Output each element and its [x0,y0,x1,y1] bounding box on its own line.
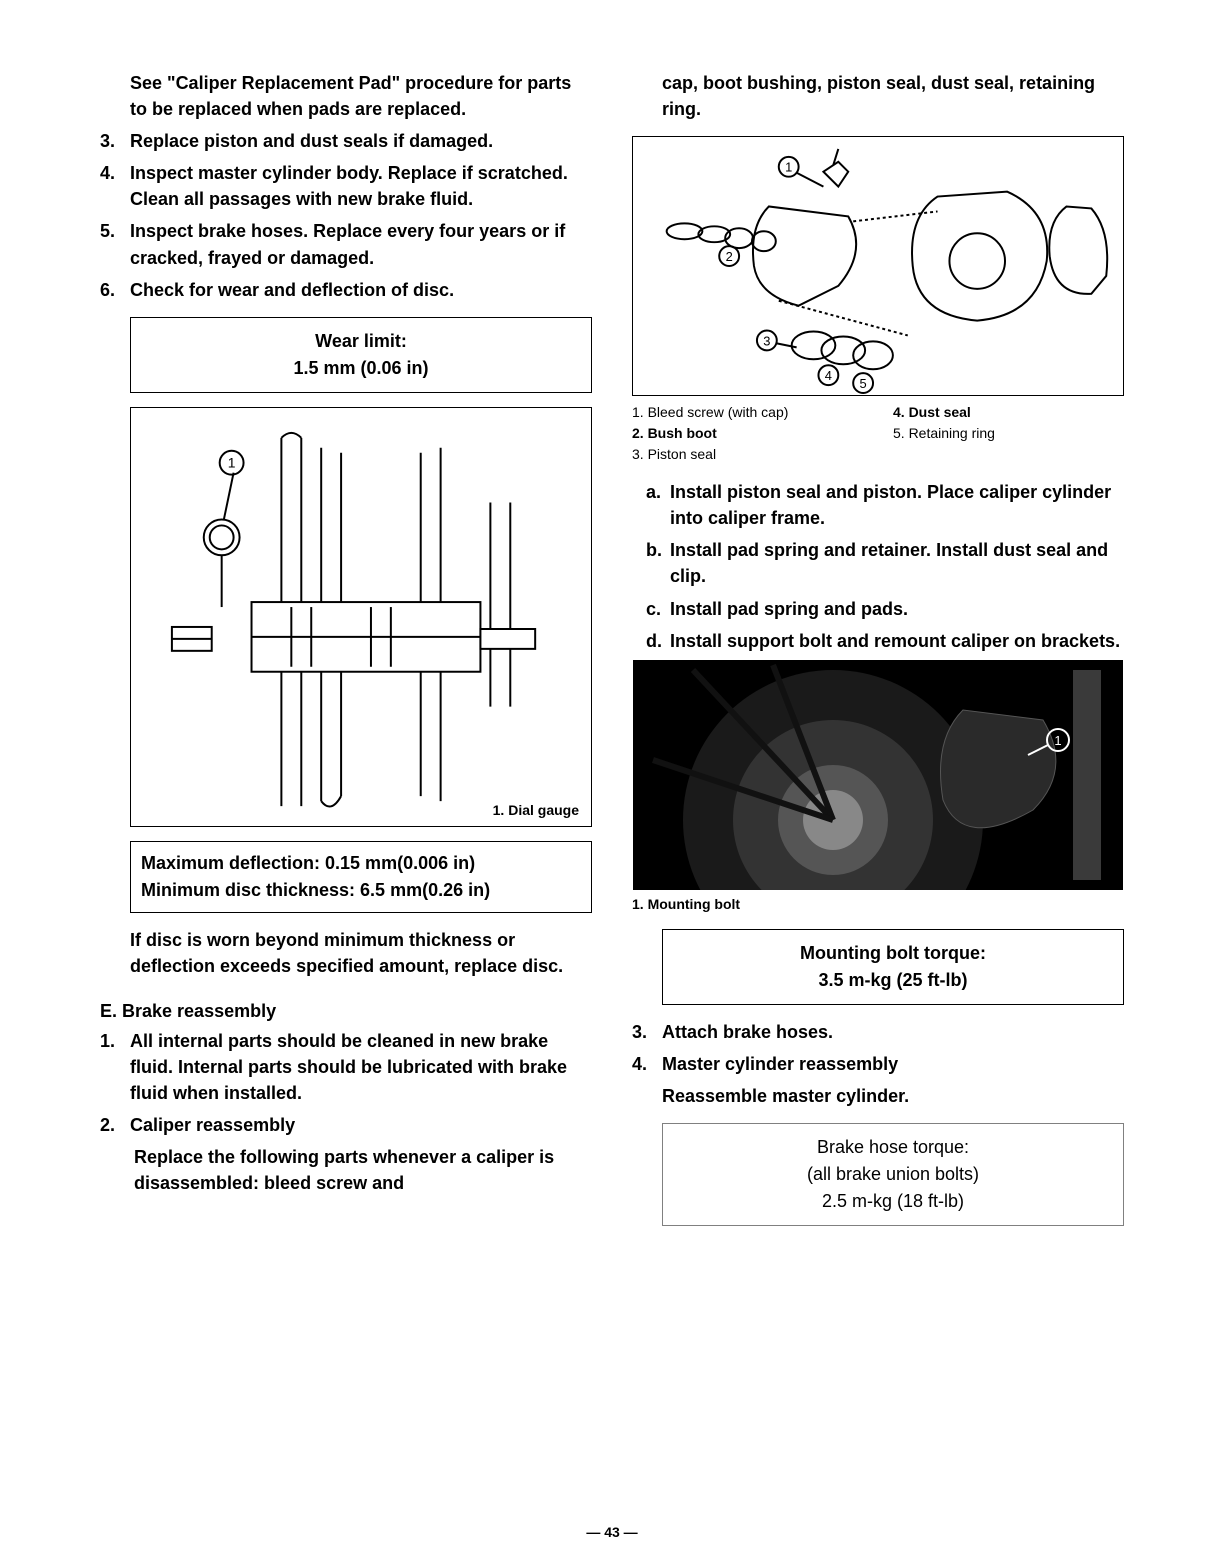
svg-text:5: 5 [860,376,867,391]
item-text: Install support bolt and remount caliper… [670,628,1124,654]
legend-item: 2. Bush boot [632,423,863,444]
item-text: Install pad spring and pads. [670,596,1124,622]
item-number: 3. [632,1019,662,1045]
item-number: 4. [100,160,130,212]
list-item: 4. Master cylinder reassembly [632,1051,1124,1077]
item-text: Inspect master cylinder body. Replace if… [130,160,592,212]
item-2-continuation: Replace the following parts whenever a c… [100,1144,592,1196]
caliper-exploded-diagram: 1 2 3 4 [633,137,1123,395]
legend-item: 5. Retaining ring [893,423,1124,444]
item-letter: d. [646,628,670,654]
dial-gauge-diagram: 1 [131,408,591,826]
list-item: 6. Check for wear and deflection of disc… [100,277,592,303]
left-column: See "Caliper Replacement Pad" procedure … [100,70,592,1240]
item-text: All internal parts should be cleaned in … [130,1028,592,1106]
page-number: — 43 — [0,1524,1224,1540]
list-item: 4. Inspect master cylinder body. Replace… [100,160,592,212]
svg-text:3: 3 [763,334,770,349]
legend-item: 1. Bleed screw (with cap) [632,402,863,423]
right-column: cap, boot bushing, piston seal, dust sea… [632,70,1124,1240]
item-text: Caliper reassembly [130,1112,592,1138]
item-number: 5. [100,218,130,270]
item-text: Check for wear and deflection of disc. [130,277,592,303]
item-4-continuation: Reassemble master cylinder. [632,1083,1124,1109]
item-text: Inspect brake hoses. Replace every four … [130,218,592,270]
intro-text: See "Caliper Replacement Pad" procedure … [100,70,592,122]
deflection-box: Maximum deflection: 0.15 mm(0.006 in) Mi… [130,841,592,913]
min-thickness: Minimum disc thickness: 6.5 mm(0.26 in) [141,877,581,904]
item-number: 4. [632,1051,662,1077]
list-item: 1. All internal parts should be cleaned … [100,1028,592,1106]
section-e-heading: E. Brake reassembly [100,1001,592,1022]
item-text: Install piston seal and piston. Place ca… [670,479,1124,531]
item-letter: a. [646,479,670,531]
figure-caption: 1. Dial gauge [493,802,579,818]
mounting-torque-box: Mounting bolt torque: 3.5 m-kg (25 ft-lb… [662,929,1124,1005]
wear-limit-title: Wear limit: [151,328,571,355]
disc-worn-text: If disc is worn beyond minimum thickness… [100,927,592,979]
legend-item: 4. Dust seal [893,402,1124,423]
item-number: 6. [100,277,130,303]
item-text: Replace piston and dust seals if damaged… [130,128,592,154]
svg-text:1: 1 [785,160,792,175]
list-item: 2. Caliper reassembly [100,1112,592,1138]
item-number: 1. [100,1028,130,1106]
svg-text:1: 1 [1054,733,1061,748]
wear-limit-value: 1.5 mm (0.06 in) [151,355,571,382]
list-item: c. Install pad spring and pads. [646,596,1124,622]
item-text: Attach brake hoses. [662,1019,1124,1045]
list-item: a. Install piston seal and piston. Place… [646,479,1124,531]
list-item: 5. Inspect brake hoses. Replace every fo… [100,218,592,270]
hose-torque-title: Brake hose torque: [683,1134,1103,1161]
item-letter: b. [646,537,670,589]
list-item: d. Install support bolt and remount cali… [646,628,1124,654]
max-deflection: Maximum deflection: 0.15 mm(0.006 in) [141,850,581,877]
svg-text:1: 1 [228,454,236,470]
figure-2-legend: 1. Bleed screw (with cap) 2. Bush boot 3… [632,402,1124,465]
mounting-bolt-photo: 1 [632,660,1124,890]
caliper-parts-cont: cap, boot bushing, piston seal, dust sea… [632,70,1124,122]
hose-torque-sub: (all brake union bolts) [683,1161,1103,1188]
figure-caliper-exploded: 1 2 3 4 [632,136,1124,396]
hose-torque-value: 2.5 m-kg (18 ft-lb) [683,1188,1103,1215]
figure-dial-gauge: 1 [130,407,592,827]
item-text: Install pad spring and retainer. Install… [670,537,1124,589]
figure-mounting-bolt-photo: 1 [632,660,1124,890]
mount-torque-value: 3.5 m-kg (25 ft-lb) [683,967,1103,994]
list-item: 3. Attach brake hoses. [632,1019,1124,1045]
list-item: 3. Replace piston and dust seals if dama… [100,128,592,154]
hose-torque-box: Brake hose torque: (all brake union bolt… [662,1123,1124,1226]
item-letter: c. [646,596,670,622]
legend-item: 3. Piston seal [632,444,863,465]
figure-3-caption: 1. Mounting bolt [632,894,1124,915]
svg-text:4: 4 [825,368,832,383]
item-number: 3. [100,128,130,154]
svg-text:2: 2 [726,249,733,264]
item-number: 2. [100,1112,130,1138]
mount-torque-title: Mounting bolt torque: [683,940,1103,967]
item-text: Master cylinder reassembly [662,1051,1124,1077]
wear-limit-box: Wear limit: 1.5 mm (0.06 in) [130,317,592,393]
list-item: b. Install pad spring and retainer. Inst… [646,537,1124,589]
